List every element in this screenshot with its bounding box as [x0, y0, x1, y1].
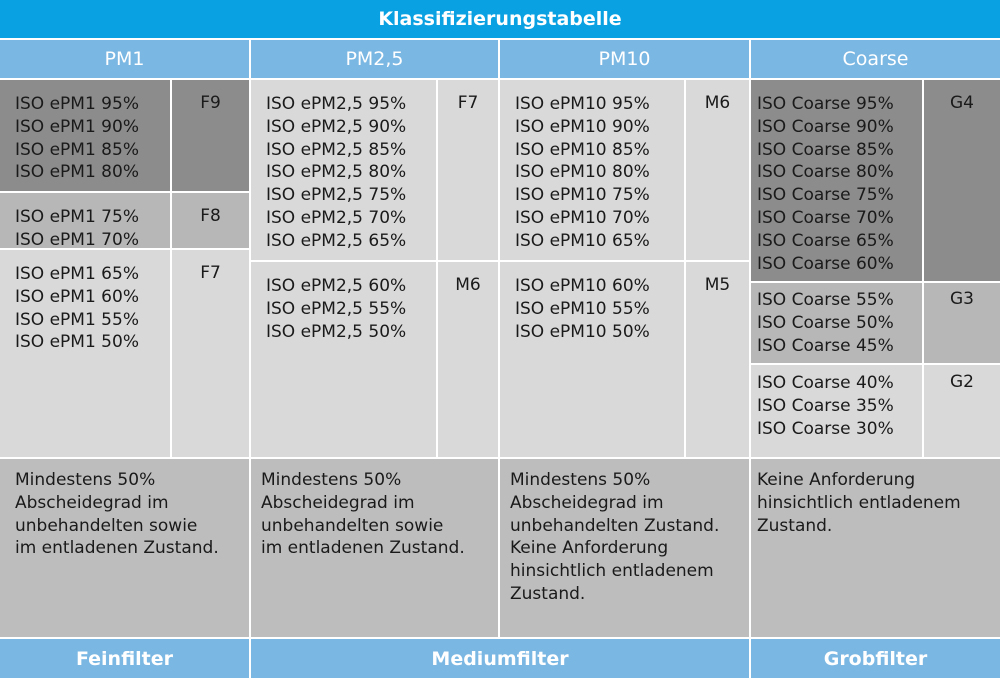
description-pm25: Mindestens 50% Abscheidegrad im unbehand…: [251, 459, 498, 637]
coarse-g4-values: ISO Coarse 95% ISO Coarse 90% ISO Coarse…: [757, 94, 894, 274]
description-pm25-text: Mindestens 50% Abscheidegrad im unbehand…: [261, 470, 465, 559]
pm1-f9-values: ISO ePM1 95% ISO ePM1 90% ISO ePM1 85% I…: [15, 94, 139, 183]
pm25-f7-grade: F7: [457, 93, 479, 113]
coarse-g4-grade-cell: G4: [924, 80, 1000, 281]
pm10-m6-values: ISO ePM10 95% ISO ePM10 90% ISO ePM10 85…: [515, 94, 650, 251]
pm25-m6-values: ISO ePM2,5 60% ISO ePM2,5 55% ISO ePM2,5…: [266, 276, 407, 342]
pm1-f8-grade: F8: [200, 206, 221, 226]
coarse-g3-grade-cell: G3: [924, 283, 1000, 363]
pm10-group-m5: ISO ePM10 60% ISO ePM10 55% ISO ePM10 50…: [500, 262, 684, 457]
coarse-g2-grade-cell: G2: [924, 365, 1000, 457]
table-title: Klassifizierungstabelle: [0, 0, 1000, 38]
pm25-f7-values: ISO ePM2,5 95% ISO ePM2,5 90% ISO ePM2,5…: [266, 94, 407, 251]
coarse-g2-grade: G2: [950, 372, 974, 392]
pm10-group-m6: ISO ePM10 95% ISO ePM10 90% ISO ePM10 85…: [500, 80, 684, 260]
column-header-pm1: PM1: [0, 40, 249, 78]
coarse-group-g3: ISO Coarse 55% ISO Coarse 50% ISO Coarse…: [751, 283, 922, 363]
pm25-group-f7: ISO ePM2,5 95% ISO ePM2,5 90% ISO ePM2,5…: [251, 80, 436, 260]
coarse-g3-grade: G3: [950, 289, 974, 309]
pm1-f7-grade: F7: [200, 263, 221, 283]
pm25-m6-grade: M6: [455, 275, 481, 295]
column-header-pm10: PM10: [500, 40, 749, 78]
description-pm10-text: Mindestens 50% Abscheidegrad im unbehand…: [510, 470, 720, 604]
pm1-f7-values: ISO ePM1 65% ISO ePM1 60% ISO ePM1 55% I…: [15, 264, 139, 353]
description-coarse-text: Keine Anforderung hinsichtlich entladene…: [757, 470, 961, 536]
pm25-group-m6: ISO ePM2,5 60% ISO ePM2,5 55% ISO ePM2,5…: [251, 262, 436, 457]
column-header-pm25: PM2,5: [251, 40, 498, 78]
pm1-f9-grade: F9: [200, 93, 221, 113]
description-coarse: Keine Anforderung hinsichtlich entladene…: [751, 459, 1000, 637]
pm1-group-f8: ISO ePM1 75% ISO ePM1 70%: [0, 193, 170, 250]
pm1-f9-grade-cell: F9: [172, 80, 249, 191]
pm10-m5-grade: M5: [704, 275, 731, 295]
coarse-g3-values: ISO Coarse 55% ISO Coarse 50% ISO Coarse…: [757, 290, 894, 356]
footer-mediumfilter: Mediumfilter: [251, 639, 749, 678]
pm1-group-f9: ISO ePM1 95% ISO ePM1 90% ISO ePM1 85% I…: [0, 80, 170, 191]
description-pm1-text: Mindestens 50% Abscheidegrad im unbehand…: [15, 470, 219, 559]
column-header-coarse: Coarse: [751, 40, 1000, 78]
pm10-m5-grade-cell: M5: [686, 262, 749, 457]
pm1-f8-grade-cell: F8: [172, 193, 249, 248]
footer-grobfilter: Grobfilter: [751, 639, 1000, 678]
footer-feinfilter: Feinfilter: [0, 639, 249, 678]
pm1-group-f7: ISO ePM1 65% ISO ePM1 60% ISO ePM1 55% I…: [0, 250, 170, 457]
pm1-f7-grade-cell: F7: [172, 250, 249, 457]
pm25-m6-grade-cell: M6: [438, 262, 498, 457]
coarse-g2-values: ISO Coarse 40% ISO Coarse 35% ISO Coarse…: [757, 373, 894, 439]
coarse-group-g4: ISO Coarse 95% ISO Coarse 90% ISO Coarse…: [751, 80, 922, 281]
pm10-m5-values: ISO ePM10 60% ISO ePM10 55% ISO ePM10 50…: [515, 276, 650, 342]
description-pm10: Mindestens 50% Abscheidegrad im unbehand…: [500, 459, 749, 637]
coarse-group-g2: ISO Coarse 40% ISO Coarse 35% ISO Coarse…: [751, 365, 922, 457]
description-pm1: Mindestens 50% Abscheidegrad im unbehand…: [0, 459, 249, 637]
pm1-f8-values: ISO ePM1 75% ISO ePM1 70%: [15, 207, 139, 250]
pm25-f7-grade-cell: F7: [438, 80, 498, 260]
coarse-g4-grade: G4: [950, 93, 974, 113]
pm10-m6-grade: M6: [704, 93, 731, 113]
pm10-m6-grade-cell: M6: [686, 80, 749, 260]
